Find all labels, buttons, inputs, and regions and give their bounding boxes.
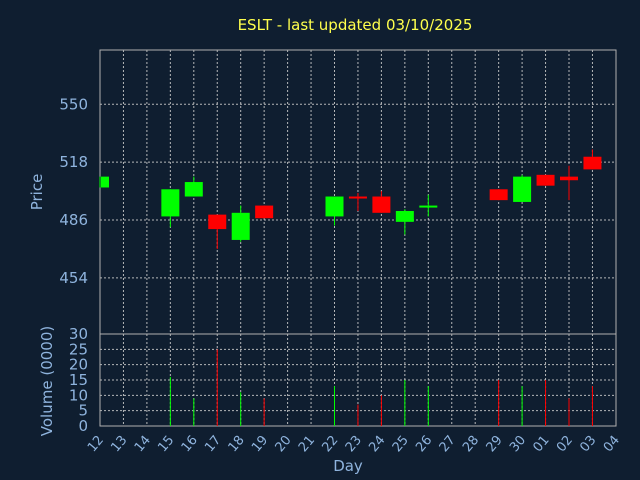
grid-layer bbox=[100, 50, 616, 426]
volume-tick-label: 15 bbox=[69, 371, 88, 389]
x-tick-label: 21 bbox=[296, 433, 318, 455]
x-tick-label: 26 bbox=[413, 433, 435, 455]
candle-body-01 bbox=[536, 174, 555, 186]
price-tick-label: 454 bbox=[59, 269, 88, 287]
candle-body-16 bbox=[184, 182, 203, 197]
volume-bars bbox=[169, 349, 593, 426]
x-tick-label: 27 bbox=[437, 433, 459, 455]
volume-tick-label: 5 bbox=[78, 402, 88, 420]
candle-body-29 bbox=[489, 189, 508, 201]
x-tick-label: 19 bbox=[249, 433, 271, 455]
price-tick-label: 550 bbox=[59, 95, 88, 113]
price-axis-label: Price bbox=[28, 174, 46, 211]
x-tick-label: 30 bbox=[507, 433, 529, 455]
x-tick-label: 12 bbox=[85, 433, 107, 455]
volume-axis-label: Volume (0000) bbox=[38, 326, 56, 436]
price-tick-label: 486 bbox=[59, 211, 88, 229]
candle-body-19 bbox=[255, 205, 274, 219]
candle-body-22 bbox=[325, 196, 344, 217]
x-tick-label: 15 bbox=[155, 433, 177, 455]
x-tick-label: 20 bbox=[273, 433, 295, 455]
candle-body-23 bbox=[348, 196, 367, 199]
x-tick-label: 04 bbox=[601, 433, 623, 455]
chart-title: ESLT - last updated 03/10/2025 bbox=[238, 16, 473, 34]
x-tick-label: 02 bbox=[554, 433, 576, 455]
candle-body-30 bbox=[513, 176, 532, 202]
x-tick-label: 22 bbox=[319, 433, 341, 455]
x-tick-label: 24 bbox=[366, 433, 388, 455]
candle-body-17 bbox=[208, 214, 227, 230]
volume-tick-label: 10 bbox=[69, 386, 88, 404]
candle-body-18 bbox=[231, 212, 250, 240]
candle-body-25 bbox=[395, 210, 414, 222]
x-tick-labels: 12 13 14 15 16 17 18 19 20 21 22 23 24 25 26 27 28 29 30 01… bbox=[85, 433, 623, 455]
volume-tick-label: 30 bbox=[69, 325, 88, 343]
candle-body-24 bbox=[372, 196, 391, 213]
x-tick-label: 18 bbox=[226, 433, 248, 455]
x-tick-label: 23 bbox=[343, 433, 365, 455]
candles bbox=[99, 149, 602, 249]
x-tick-label: 03 bbox=[577, 433, 599, 455]
volume-tick-label: 25 bbox=[69, 340, 88, 358]
candle-body-15 bbox=[161, 189, 180, 217]
x-tick-label: 25 bbox=[390, 433, 412, 455]
candle-body-26 bbox=[419, 205, 438, 208]
price-tick-label: 518 bbox=[59, 153, 88, 171]
candle-body-12 bbox=[101, 176, 109, 188]
x-tick-label: 14 bbox=[132, 433, 154, 455]
volume-tick-label: 0 bbox=[78, 417, 88, 435]
x-tick-label: 16 bbox=[179, 433, 201, 455]
candle-body-03 bbox=[583, 156, 602, 170]
x-tick-label: 28 bbox=[460, 433, 482, 455]
x-tick-label: 29 bbox=[484, 433, 506, 455]
x-axis-label: Day bbox=[333, 457, 363, 475]
x-tick-label: 17 bbox=[202, 433, 224, 455]
x-tick-label: 01 bbox=[530, 433, 552, 455]
candle-body-02 bbox=[560, 176, 578, 181]
x-tick-label: 13 bbox=[108, 433, 130, 455]
volume-tick-label: 20 bbox=[69, 356, 88, 374]
